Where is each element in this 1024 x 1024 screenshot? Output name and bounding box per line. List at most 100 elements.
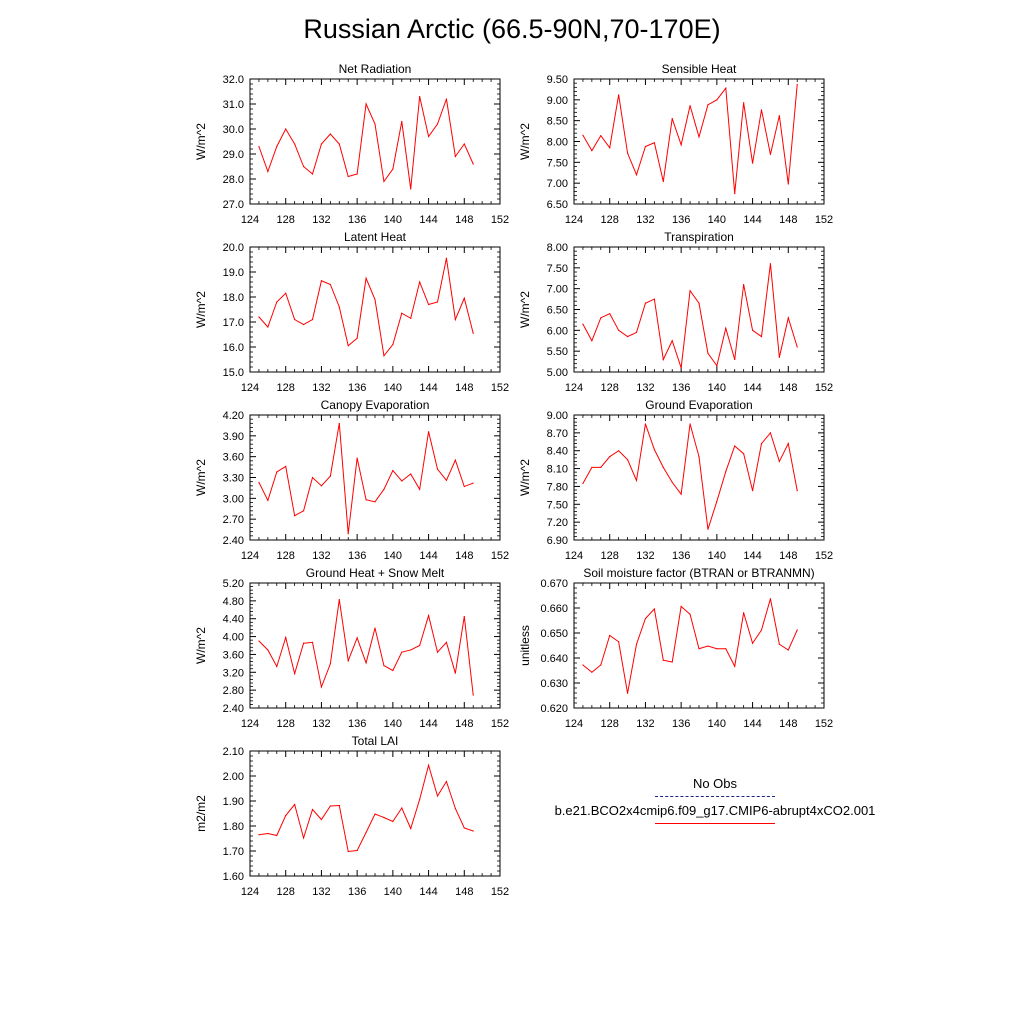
data-point (338, 306, 340, 308)
data-point (294, 673, 296, 675)
y-tick-label: 9.50 (547, 74, 568, 86)
x-tick-label: 132 (636, 550, 654, 562)
y-tick-label: 2.80 (223, 685, 244, 697)
data-point (582, 323, 584, 325)
data-point (662, 358, 664, 361)
y-tick-label: 3.60 (223, 452, 244, 464)
series-line (258, 258, 474, 357)
panel-4: 124 128 132 136 140 144 148 152 5.00 5.50 6.00 6.50… (518, 230, 833, 394)
x-tick-label: 152 (491, 382, 509, 394)
x-tick-label: 136 (672, 382, 690, 394)
panel-title: Total LAI (352, 734, 399, 748)
y-tick-label: 7.00 (547, 284, 568, 296)
x-tick-label: 144 (743, 382, 761, 394)
x-tick-label: 152 (815, 718, 833, 730)
data-point (365, 277, 367, 279)
data-point (392, 820, 394, 823)
y-tick-label: 0.640 (540, 653, 568, 665)
x-tick-label: 124 (565, 718, 583, 730)
y-tick-label: 17.0 (223, 317, 244, 329)
data-point (427, 303, 430, 306)
y-tick-label: 3.30 (223, 473, 244, 485)
data-point (671, 661, 673, 663)
data-point (463, 485, 465, 488)
y-axis-label: W/m^2 (518, 291, 532, 328)
x-tick-label: 144 (743, 214, 761, 226)
data-point (436, 651, 439, 653)
data-point (285, 636, 287, 639)
x-tick-label: 148 (779, 718, 797, 730)
y-tick-label: 6.50 (547, 305, 568, 317)
data-point (760, 335, 763, 338)
data-point (653, 448, 655, 451)
data-point (311, 476, 314, 479)
data-point (294, 515, 296, 517)
y-tick-label: 2.70 (223, 514, 244, 526)
series-line (258, 599, 474, 696)
data-point (609, 456, 611, 458)
y-tick-label: 4.00 (223, 632, 244, 644)
plot-frame (573, 78, 825, 205)
x-tick-label: 152 (491, 550, 509, 562)
data-point (320, 686, 323, 688)
y-tick-label: 6.90 (547, 535, 568, 547)
data-point (635, 643, 638, 645)
x-tick-label: 140 (708, 718, 726, 730)
data-point (662, 659, 664, 661)
data-point (707, 528, 709, 530)
plot-frame (573, 414, 825, 541)
data-point (760, 629, 763, 631)
y-tick-label: 5.20 (223, 578, 244, 590)
data-point (383, 355, 385, 357)
data-point (472, 332, 474, 334)
data-point (787, 649, 789, 651)
y-tick-label: 32.0 (223, 74, 244, 86)
data-point (445, 780, 448, 783)
data-point (276, 471, 278, 473)
y-tick-label: 6.50 (547, 199, 568, 211)
data-point (320, 280, 323, 282)
data-point (276, 301, 278, 303)
x-tick-label: 136 (672, 214, 690, 226)
y-tick-label: 7.50 (547, 157, 568, 169)
data-point (454, 807, 456, 810)
data-point (454, 318, 456, 321)
y-tick-label: 8.40 (547, 446, 568, 458)
legend-model-label: b.e21.BCO2x4cmip6.f09_g17.CMIP6-abrupt4x… (554, 803, 876, 818)
data-point (618, 641, 620, 643)
x-tick-label: 128 (601, 214, 619, 226)
data-point (463, 143, 465, 145)
y-tick-label: 31.0 (223, 99, 244, 111)
data-point (258, 834, 260, 836)
x-tick-label: 124 (241, 214, 259, 226)
data-point (454, 155, 456, 158)
data-point (383, 664, 385, 667)
y-tick-label: 3.60 (223, 649, 244, 661)
data-point (751, 490, 754, 492)
y-tick-label: 9.00 (547, 95, 568, 107)
data-point (374, 501, 376, 503)
y-tick-label: 18.0 (223, 292, 244, 304)
data-point (267, 499, 269, 502)
panel-title: Transpiration (664, 230, 734, 244)
data-point (689, 105, 691, 107)
data-point (267, 326, 269, 328)
y-tick-label: 7.50 (547, 263, 568, 275)
data-point (463, 297, 465, 299)
data-point (445, 641, 448, 643)
data-point (653, 608, 655, 610)
data-point (302, 837, 305, 839)
data-point (267, 832, 269, 835)
x-tick-label: 132 (636, 718, 654, 730)
x-tick-label: 124 (241, 886, 259, 898)
data-point (419, 644, 421, 647)
data-point (796, 490, 798, 492)
x-tick-label: 124 (241, 550, 259, 562)
y-tick-label: 8.70 (547, 428, 568, 440)
x-tick-label: 124 (241, 382, 259, 394)
x-tick-label: 128 (601, 550, 619, 562)
data-point (787, 442, 789, 445)
data-point (707, 104, 709, 106)
x-tick-label: 136 (348, 718, 366, 730)
data-point (445, 98, 448, 100)
